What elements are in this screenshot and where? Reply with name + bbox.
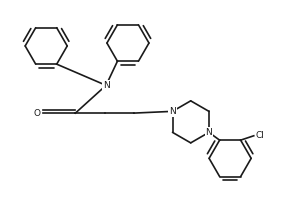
Text: N: N	[206, 128, 212, 137]
Text: N: N	[103, 81, 109, 90]
Text: O: O	[33, 109, 40, 118]
Text: Cl: Cl	[255, 131, 264, 140]
Text: N: N	[169, 107, 176, 116]
